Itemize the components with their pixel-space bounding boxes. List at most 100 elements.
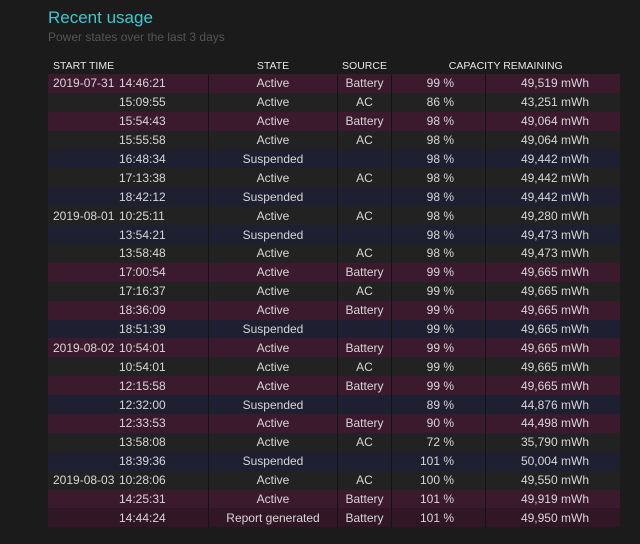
capacity: 49,665 mWh xyxy=(520,303,589,318)
percent: 99 % xyxy=(426,340,454,355)
percent: 99 % xyxy=(426,359,454,374)
capacity-cell: 49,665 mWh xyxy=(485,376,620,396)
percent: 99 % xyxy=(426,378,454,393)
capacity-cell: 49,473 mWh xyxy=(485,225,620,245)
percent: 98 % xyxy=(426,208,454,223)
state-cell: Active xyxy=(208,489,338,509)
percent: 101 % xyxy=(419,492,454,507)
header-start-time: START TIME xyxy=(53,60,115,72)
percent: 99 % xyxy=(426,284,454,299)
state-cell: Active xyxy=(208,414,338,433)
percent: 98 % xyxy=(426,170,454,185)
table-row: 2019-08-02 10:54:01 Active Battery 99 % 49,66… xyxy=(48,338,620,358)
capacity: 49,442 mWh xyxy=(520,170,589,185)
state-cell: Suspended xyxy=(208,149,338,169)
time: 17:16:37 xyxy=(119,284,166,299)
time: 13:58:48 xyxy=(119,246,166,261)
date: 2019-08-01 xyxy=(53,208,115,223)
percent: 101 % xyxy=(419,454,454,469)
state-cell: Suspended xyxy=(208,319,338,339)
source-cell xyxy=(337,395,392,415)
time: 18:36:09 xyxy=(119,303,166,318)
table-row: 12:33:53 Active Battery 90 % 44,498 mWh xyxy=(48,414,620,433)
source-cell: Battery xyxy=(337,111,392,131)
capacity-cell: 49,950 mWh xyxy=(485,508,620,528)
table-row: 17:13:38 Active AC 98 % 49,442 mWh xyxy=(48,168,620,188)
state-cell: Suspended xyxy=(208,225,338,245)
percent-cell: 89 % xyxy=(391,395,486,415)
section-subtitle: Power states over the last 3 days xyxy=(48,30,225,44)
capacity-cell: 49,442 mWh xyxy=(485,149,620,169)
start-time-cell: 18:36:09 xyxy=(48,300,209,320)
state-cell: Suspended xyxy=(208,451,338,471)
percent: 98 % xyxy=(426,227,454,242)
percent: 99 % xyxy=(426,76,454,91)
percent: 99 % xyxy=(426,322,454,337)
start-time-cell: 17:13:38 xyxy=(48,168,209,188)
start-time-cell: 10:54:01 xyxy=(48,357,209,377)
source-cell xyxy=(337,225,392,245)
capacity-cell: 49,550 mWh xyxy=(485,470,620,490)
source-cell: AC xyxy=(337,92,392,112)
start-time-cell: 2019-08-01 10:25:11 xyxy=(48,206,209,226)
table-row: 12:15:58 Active Battery 99 % 49,665 mWh xyxy=(48,376,620,396)
header-source: SOURCE xyxy=(342,60,387,72)
capacity: 49,919 mWh xyxy=(520,492,589,507)
percent: 98 % xyxy=(426,246,454,261)
capacity: 49,665 mWh xyxy=(520,284,589,299)
percent: 98 % xyxy=(426,189,454,204)
percent-cell: 99 % xyxy=(391,74,486,93)
state-cell: Active xyxy=(208,206,338,226)
capacity-cell: 49,665 mWh xyxy=(485,300,620,320)
start-time-cell: 2019-08-03 10:28:06 xyxy=(48,470,209,490)
start-time-cell: 16:48:34 xyxy=(48,149,209,169)
percent: 98 % xyxy=(426,114,454,129)
header-capacity-remaining: CAPACITY REMAINING xyxy=(448,60,563,72)
source-cell: Battery xyxy=(337,338,392,358)
state-cell: Active xyxy=(208,92,338,112)
start-time-cell: 12:32:00 xyxy=(48,395,209,415)
source-cell: AC xyxy=(337,206,392,226)
state-cell: Suspended xyxy=(208,395,338,415)
percent: 99 % xyxy=(426,265,454,280)
capacity-cell: 49,280 mWh xyxy=(485,206,620,226)
percent-cell: 98 % xyxy=(391,130,486,150)
table-row: 18:42:12 Suspended 98 % 49,442 mWh xyxy=(48,187,620,207)
capacity: 49,665 mWh xyxy=(520,359,589,374)
source-cell xyxy=(337,187,392,207)
percent-cell: 101 % xyxy=(391,508,486,528)
source-cell: AC xyxy=(337,130,392,150)
source-cell: Battery xyxy=(337,376,392,396)
start-time-cell: 12:33:53 xyxy=(48,414,209,433)
percent-cell: 86 % xyxy=(391,92,486,112)
table-header: START TIME STATE SOURCE CAPACITY REMAINI… xyxy=(48,58,620,74)
capacity: 44,876 mWh xyxy=(520,397,589,412)
source-cell: AC xyxy=(337,244,392,263)
capacity: 49,665 mWh xyxy=(520,265,589,280)
capacity-cell: 49,665 mWh xyxy=(485,262,620,282)
time: 15:09:55 xyxy=(119,95,166,110)
table-row: 10:54:01 Active AC 99 % 49,665 mWh xyxy=(48,357,620,377)
time: 14:44:24 xyxy=(119,510,166,525)
percent-cell: 101 % xyxy=(391,451,486,471)
table-row: 15:09:55 Active AC 86 % 43,251 mWh xyxy=(48,92,620,112)
date: 2019-08-02 xyxy=(53,340,115,355)
source-cell: Battery xyxy=(337,414,392,433)
source-cell: AC xyxy=(337,168,392,188)
table-row: 2019-07-31 14:46:21 Active Battery 99 % 49,51… xyxy=(48,74,620,93)
table-row: 18:39:36 Suspended 101 % 50,004 mWh xyxy=(48,451,620,471)
capacity-cell: 49,665 mWh xyxy=(485,357,620,377)
percent: 98 % xyxy=(426,152,454,166)
capacity: 49,665 mWh xyxy=(520,322,589,337)
capacity: 49,280 mWh xyxy=(520,208,589,223)
time: 14:25:31 xyxy=(119,492,166,507)
time: 10:54:01 xyxy=(119,340,166,355)
state-cell: Active xyxy=(208,244,338,263)
time: 13:54:21 xyxy=(119,227,166,242)
percent-cell: 98 % xyxy=(391,187,486,207)
capacity: 49,473 mWh xyxy=(520,227,589,242)
table-row: 17:00:54 Active Battery 99 % 49,665 mWh xyxy=(48,262,620,282)
percent: 101 % xyxy=(419,510,454,525)
capacity: 49,473 mWh xyxy=(520,246,589,261)
capacity-cell: 49,473 mWh xyxy=(485,244,620,263)
